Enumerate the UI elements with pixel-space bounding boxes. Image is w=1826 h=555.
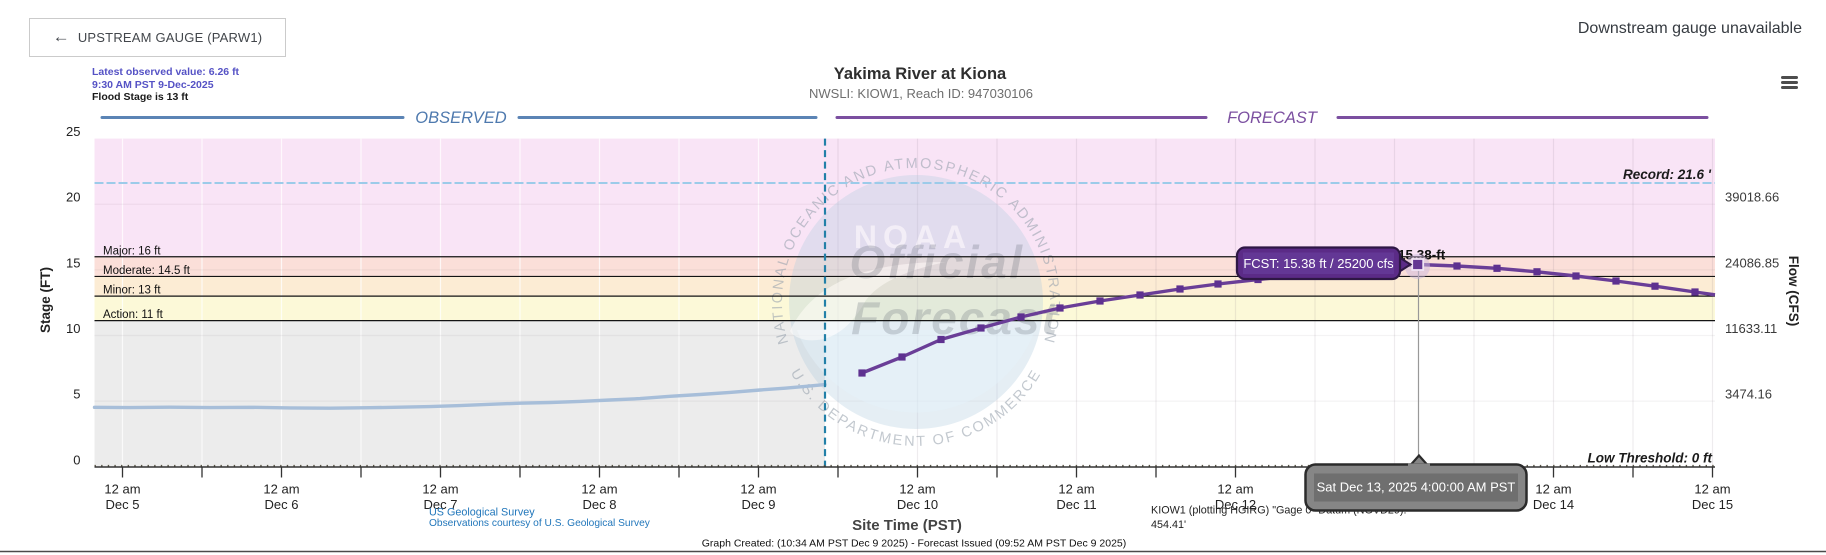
svg-text:Official: Official — [849, 236, 1024, 288]
svg-text:Dec 9: Dec 9 — [742, 497, 776, 512]
svg-text:FORECAST: FORECAST — [1227, 109, 1319, 127]
svg-text:NOAA: NOAA — [854, 219, 972, 255]
svg-text:12 am: 12 am — [104, 482, 140, 497]
svg-text:12 am: 12 am — [740, 482, 776, 497]
svg-text:12 am: 12 am — [422, 482, 458, 497]
svg-text:0: 0 — [73, 452, 80, 467]
svg-text:5: 5 — [73, 387, 80, 402]
svg-text:Dec 10: Dec 10 — [897, 497, 938, 512]
svg-text:US Geological Survey: US Geological Survey — [429, 507, 535, 519]
svg-text:FCST: 15.38 ft / 25200 cfs: FCST: 15.38 ft / 25200 cfs — [1243, 256, 1394, 271]
svg-text:Dec 14: Dec 14 — [1533, 497, 1574, 512]
svg-text:Dec 6: Dec 6 — [265, 497, 299, 512]
svg-text:Site Time (PST): Site Time (PST) — [852, 517, 962, 534]
svg-text:Graph Created: (10:34 AM PST D: Graph Created: (10:34 AM PST Dec 9 2025)… — [702, 538, 1127, 550]
svg-text:25: 25 — [66, 124, 80, 139]
svg-text:12 am: 12 am — [1694, 482, 1730, 497]
svg-text:Low Threshold: 0 ft: Low Threshold: 0 ft — [1588, 451, 1713, 466]
svg-text:454.41': 454.41' — [1151, 519, 1186, 531]
svg-text:12 am: 12 am — [1535, 482, 1571, 497]
svg-text:12 am: 12 am — [581, 482, 617, 497]
svg-text:OBSERVED: OBSERVED — [415, 109, 506, 127]
svg-text:Sat Dec 13, 2025 4:00:00 AM PS: Sat Dec 13, 2025 4:00:00 AM PST — [1317, 480, 1516, 495]
svg-text:11633.11: 11633.11 — [1725, 321, 1777, 336]
svg-text:12 am: 12 am — [1058, 482, 1094, 497]
svg-text:Record: 21.6 ': Record: 21.6 ' — [1623, 167, 1712, 182]
svg-text:Action: 11 ft: Action: 11 ft — [103, 309, 164, 321]
svg-text:Dec 5: Dec 5 — [106, 497, 140, 512]
svg-text:Dec 15: Dec 15 — [1692, 497, 1733, 512]
svg-text:3474.16: 3474.16 — [1725, 387, 1772, 402]
svg-text:39018.66: 39018.66 — [1725, 190, 1779, 205]
svg-text:12 am: 12 am — [263, 482, 299, 497]
svg-text:24086.85: 24086.85 — [1725, 255, 1779, 270]
svg-text:10: 10 — [66, 321, 80, 336]
svg-text:Observations courtesy of U.S.: Observations courtesy of U.S. Geological… — [429, 518, 651, 529]
svg-text:20: 20 — [66, 190, 80, 205]
svg-text:Flow (CFS): Flow (CFS) — [1786, 256, 1801, 327]
svg-text:12 am: 12 am — [899, 482, 935, 497]
svg-text:12 am: 12 am — [1217, 482, 1253, 497]
svg-text:Dec 12: Dec 12 — [1215, 497, 1256, 512]
svg-text:Dec 8: Dec 8 — [583, 497, 617, 512]
svg-text:Dec 7: Dec 7 — [424, 497, 458, 512]
svg-text:Dec 11: Dec 11 — [1056, 497, 1096, 512]
svg-text:Stage (FT): Stage (FT) — [38, 267, 53, 333]
svg-text:15: 15 — [66, 255, 80, 270]
svg-text:Moderate: 14.5 ft: Moderate: 14.5 ft — [103, 265, 191, 277]
svg-text:Minor: 13 ft: Minor: 13 ft — [103, 285, 161, 297]
svg-text:Major: 16 ft: Major: 16 ft — [103, 245, 161, 257]
